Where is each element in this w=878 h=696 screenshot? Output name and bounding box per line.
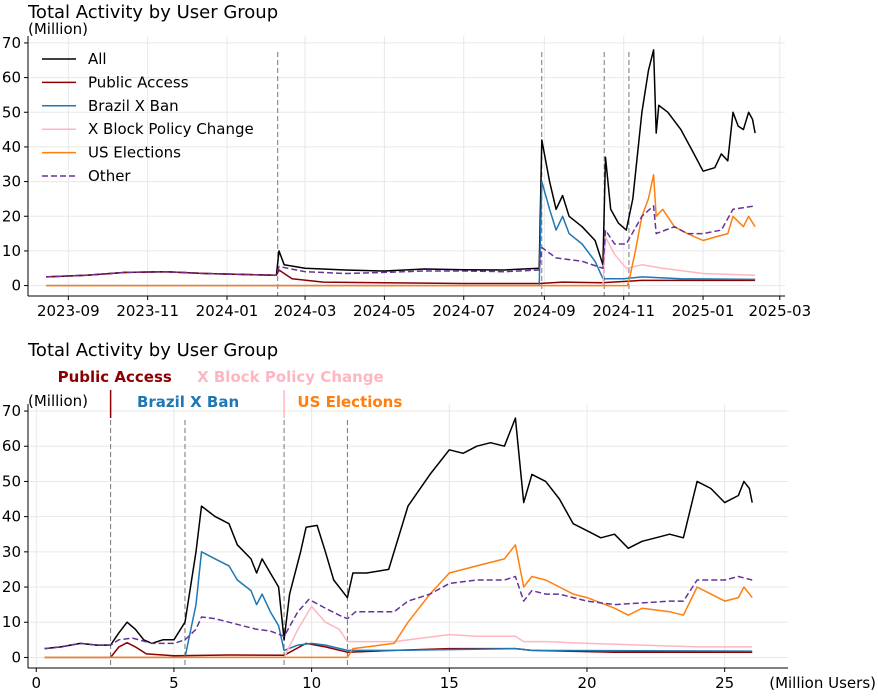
chart1-series-brazil-x-ban xyxy=(46,180,756,287)
chart1-y-tick-label: 30 xyxy=(2,173,21,191)
chart2-x-tick-label: 10 xyxy=(302,674,321,692)
chart1-x-tick-label: 2024-05 xyxy=(353,302,416,320)
chart2-y-tick-label: 50 xyxy=(2,472,21,490)
chart1-legend-all: All xyxy=(88,50,107,68)
chart1-title: Total Activity by User Group xyxy=(27,2,278,23)
chart1-series-us-elections xyxy=(46,173,756,287)
chart2-y-tick-label: 20 xyxy=(2,578,21,596)
chart2-x-tick-label: 0 xyxy=(31,674,41,692)
chart1-x-tick-label: 2024-11 xyxy=(592,302,655,320)
chart2-y-tick-label: 40 xyxy=(2,508,21,526)
chart2-x-tick-label: 15 xyxy=(440,674,459,692)
chart1-x-tick-label: 2023-11 xyxy=(116,302,179,320)
chart2-annotation-public-access: Public Access xyxy=(58,368,172,386)
chart1-y-tick-label: 0 xyxy=(11,277,21,295)
chart2-title: Total Activity by User Group xyxy=(27,340,278,361)
chart1-x-tick-label: 2024-09 xyxy=(513,302,576,320)
chart1-series-x-block-policy-change xyxy=(46,236,756,287)
chart1-legend-other: Other xyxy=(88,167,131,185)
chart1-x-tick-label: 2025-03 xyxy=(748,302,811,320)
chart1-y-tick-label: 40 xyxy=(2,138,21,156)
chart2-x-label: (Million Users) xyxy=(769,674,876,692)
chart2-annotation-brazil-x-ban: Brazil X Ban xyxy=(137,393,239,411)
chart2-x-tick-label: 20 xyxy=(577,674,596,692)
chart2-series-other xyxy=(44,575,753,650)
chart1-series-all xyxy=(46,49,756,278)
chart1-y-tick-label: 50 xyxy=(2,103,21,121)
chart2-annotation-x-block-policy-change: X Block Policy Change xyxy=(197,368,384,386)
chart1-x-tick-label: 2023-09 xyxy=(37,302,100,320)
chart1-legend-us-elections: US Elections xyxy=(88,144,181,162)
chart1-legend-public-access: Public Access xyxy=(88,73,189,91)
chart1-y-label: (Million) xyxy=(28,20,88,38)
chart2-y-label: (Million) xyxy=(28,392,88,410)
chart2-x-tick-label: 5 xyxy=(169,674,179,692)
chart2-series-x-block-policy-change xyxy=(44,605,753,659)
chart2-y-tick-label: 70 xyxy=(2,402,21,420)
chart2-y-tick-label: 60 xyxy=(2,437,21,455)
chart1-legend-brazil-x-ban: Brazil X Ban xyxy=(88,97,179,115)
chart2-series-all xyxy=(44,417,753,650)
chart1-legend-x-block-policy-change: X Block Policy Change xyxy=(88,120,254,138)
chart2-y-tick-label: 0 xyxy=(11,648,21,666)
chart1-y-tick-label: 20 xyxy=(2,207,21,225)
chart2-y-tick-label: 30 xyxy=(2,543,21,561)
chart2-series-brazil-x-ban xyxy=(44,551,753,659)
chart1-x-tick-label: 2024-01 xyxy=(196,302,259,320)
chart1-x-tick-label: 2025-01 xyxy=(672,302,735,320)
chart1-series-other xyxy=(46,205,756,278)
chart1-y-tick-label: 60 xyxy=(2,69,21,87)
chart1-y-tick-label: 10 xyxy=(2,242,21,260)
chart1-x-tick-label: 2024-07 xyxy=(432,302,495,320)
chart2-x-tick-label: 25 xyxy=(715,674,734,692)
chart1-y-tick-label: 70 xyxy=(2,34,21,52)
chart2-annotation-us-elections: US Elections xyxy=(297,393,402,411)
chart2-y-tick-label: 10 xyxy=(2,613,21,631)
chart1-x-tick-label: 2024-03 xyxy=(274,302,337,320)
chart2-series-us-elections xyxy=(44,544,753,659)
